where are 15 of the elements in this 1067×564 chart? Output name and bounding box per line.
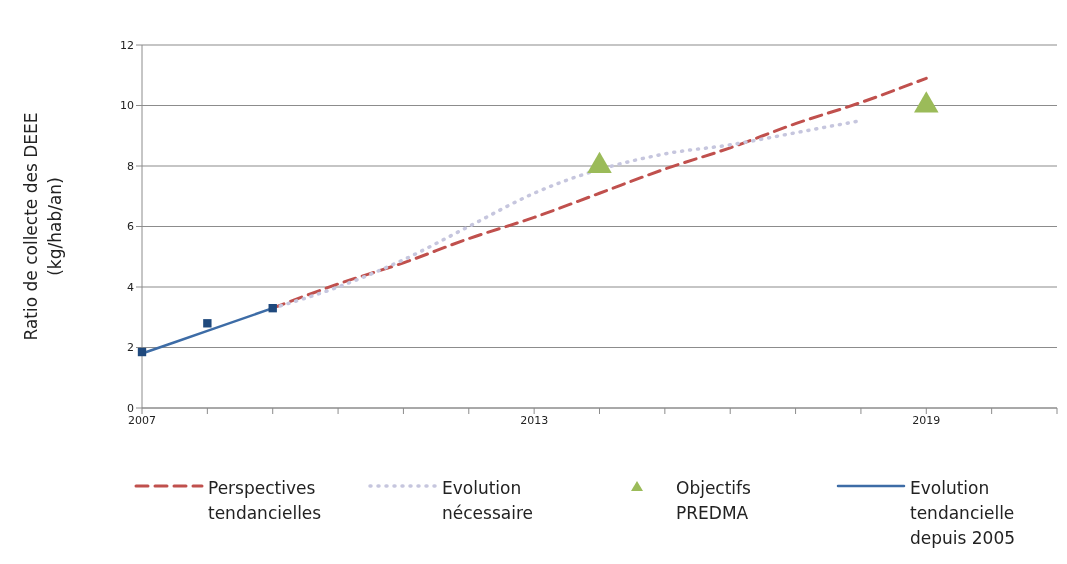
x-tick-label: 2013: [520, 413, 549, 427]
y-tick-label: 2: [127, 341, 134, 355]
legend-label: Objectifs PREDMA: [676, 477, 752, 525]
legend-label: Evolution nécessaire: [442, 477, 534, 525]
x-tick-label: 2007: [128, 413, 156, 427]
y-tick-label: 0: [127, 401, 134, 415]
y-tick-label: 8: [127, 159, 134, 173]
y-tick-label: 4: [127, 280, 134, 294]
y-tick-label: 6: [127, 220, 134, 234]
legend-label: Perspectives tendancielles: [208, 477, 323, 525]
y-tick-label: 10: [120, 99, 134, 113]
x-tick-label: 2019: [912, 413, 941, 427]
legend-label: Evolution tendancielle depuis 2005: [910, 477, 1017, 550]
y-axis-title: Ratio de collecte des DEEE (kg/hab/an): [21, 112, 65, 341]
y-tick-label: 12: [120, 38, 134, 52]
